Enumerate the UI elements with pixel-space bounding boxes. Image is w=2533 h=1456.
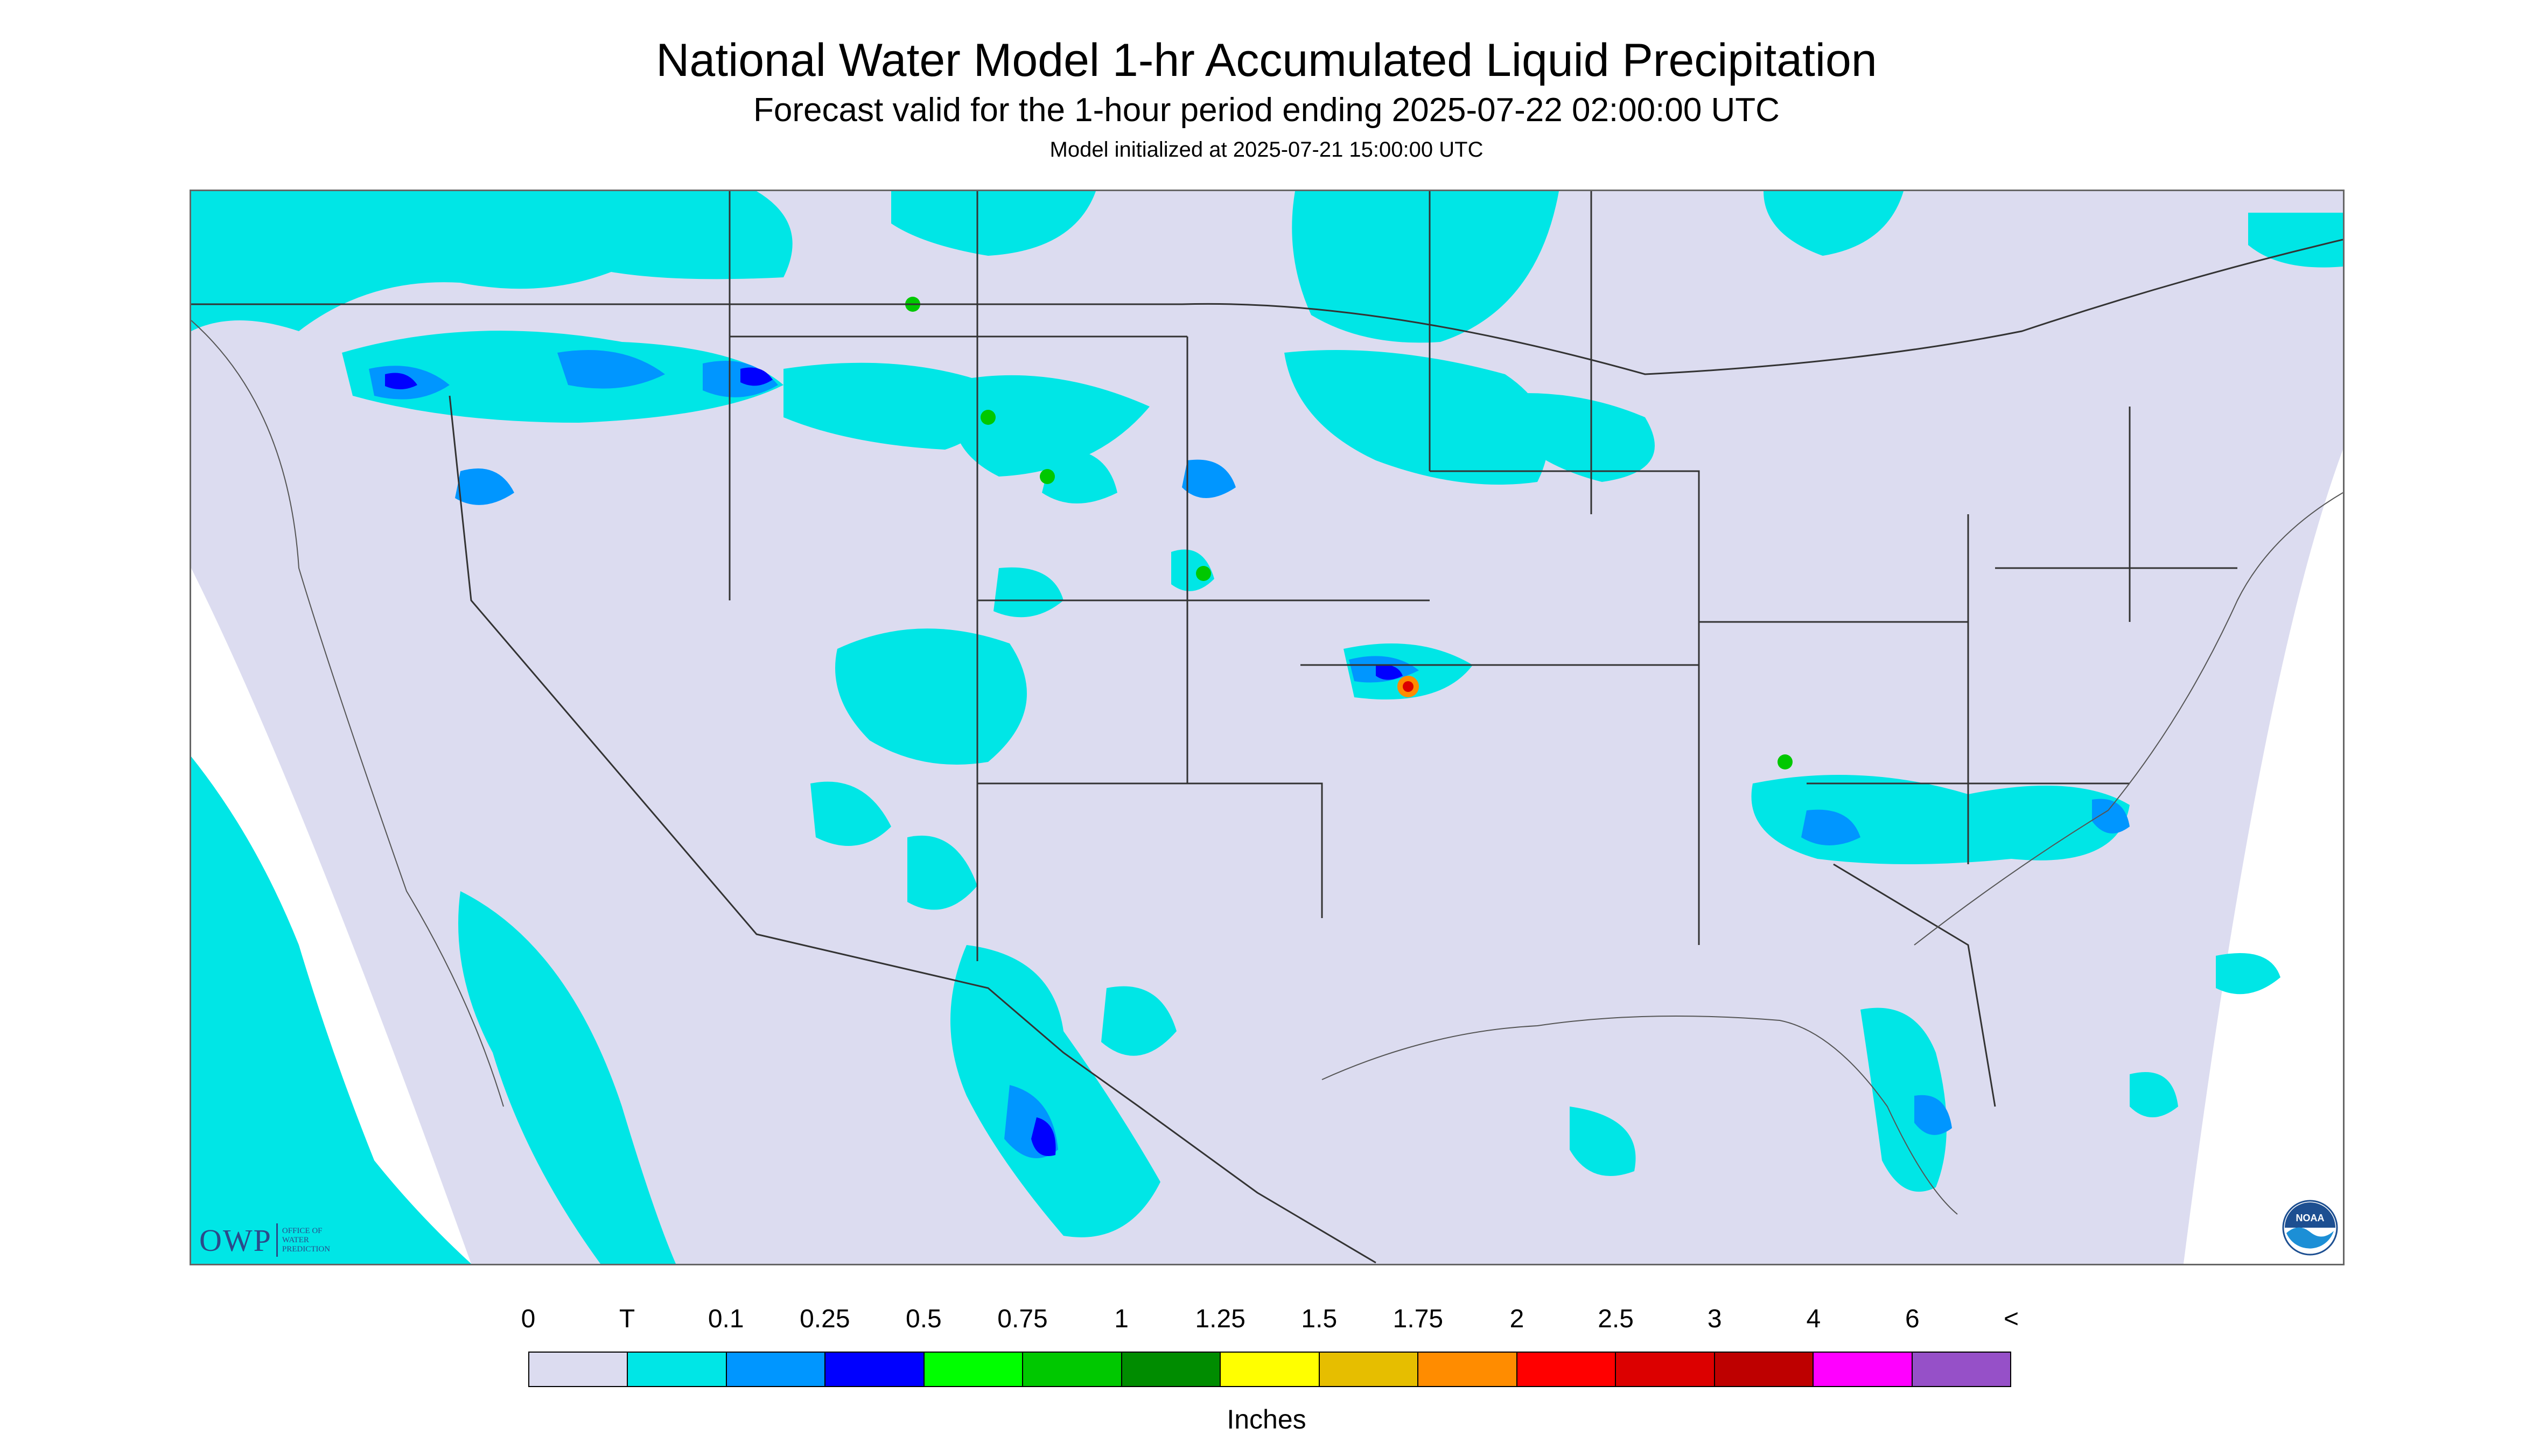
legend-swatch <box>1418 1353 1517 1386</box>
legend-swatch <box>1912 1353 2011 1386</box>
noaa-logo-text: NOAA <box>2296 1213 2325 1223</box>
owp-logo-text: OWP <box>199 1222 272 1258</box>
model-init-text: Model initialized at 2025-07-21 15:00:00… <box>1049 138 1484 162</box>
legend-color-bar <box>528 1352 2011 1387</box>
legend-swatch <box>825 1353 925 1386</box>
precip-trace-areas <box>191 191 2343 1264</box>
legend-label: 0.1 <box>708 1305 744 1333</box>
legend-label: 3 <box>1707 1305 1722 1333</box>
legend-swatch <box>1517 1353 1617 1386</box>
legend-label: 2 <box>1509 1305 1524 1333</box>
map-canvas <box>191 191 2343 1264</box>
legend-label: 6 <box>1905 1305 1920 1333</box>
legend-swatch <box>1319 1353 1419 1386</box>
coastlines <box>191 320 2343 1215</box>
legend-label: 1.25 <box>1195 1305 1245 1333</box>
legend-swatch <box>1616 1353 1715 1386</box>
legend-label: 0.5 <box>906 1305 942 1333</box>
legend-label: 4 <box>1806 1305 1821 1333</box>
legend-label: < <box>2003 1305 2019 1333</box>
owp-logo: OWP OFFICE OF WATER PREDICTION <box>199 1221 330 1259</box>
legend-swatch <box>529 1353 628 1386</box>
legend-swatch <box>1023 1353 1122 1386</box>
legend-label: T <box>619 1305 635 1333</box>
forecast-valid-subtitle: Forecast valid for the 1-hour period end… <box>753 92 1780 129</box>
legend-label: 1.75 <box>1393 1305 1444 1333</box>
legend-swatch <box>628 1353 727 1386</box>
legend-label: 0 <box>521 1305 536 1333</box>
legend-swatch <box>1814 1353 1913 1386</box>
political-borders <box>191 191 2343 1264</box>
legend-label: 1.5 <box>1301 1305 1338 1333</box>
legend-label: 0.75 <box>997 1305 1048 1333</box>
legend-swatch <box>1122 1353 1221 1386</box>
legend-swatch <box>1221 1353 1320 1386</box>
legend-label: 2.5 <box>1598 1305 1634 1333</box>
owp-logo-subtext: OFFICE OF WATER PREDICTION <box>282 1226 331 1254</box>
legend-labels: 0 T 0.1 0.25 0.5 0.75 1 1.25 1.5 1.75 2 … <box>0 1304 2533 1336</box>
legend-label: 0.25 <box>800 1305 850 1333</box>
precipitation-map <box>190 190 2345 1265</box>
precip-heavy-cores <box>905 297 1793 769</box>
map-title: National Water Model 1-hr Accumulated Li… <box>656 34 1877 86</box>
legend-label: 1 <box>1114 1305 1129 1333</box>
precip-moderate-areas <box>385 367 1403 1156</box>
legend-unit-label: Inches <box>1227 1404 1306 1434</box>
noaa-logo: NOAA <box>2282 1200 2338 1256</box>
legend-swatch <box>924 1353 1024 1386</box>
legend-swatch <box>1715 1353 1814 1386</box>
legend-swatch <box>726 1353 826 1386</box>
